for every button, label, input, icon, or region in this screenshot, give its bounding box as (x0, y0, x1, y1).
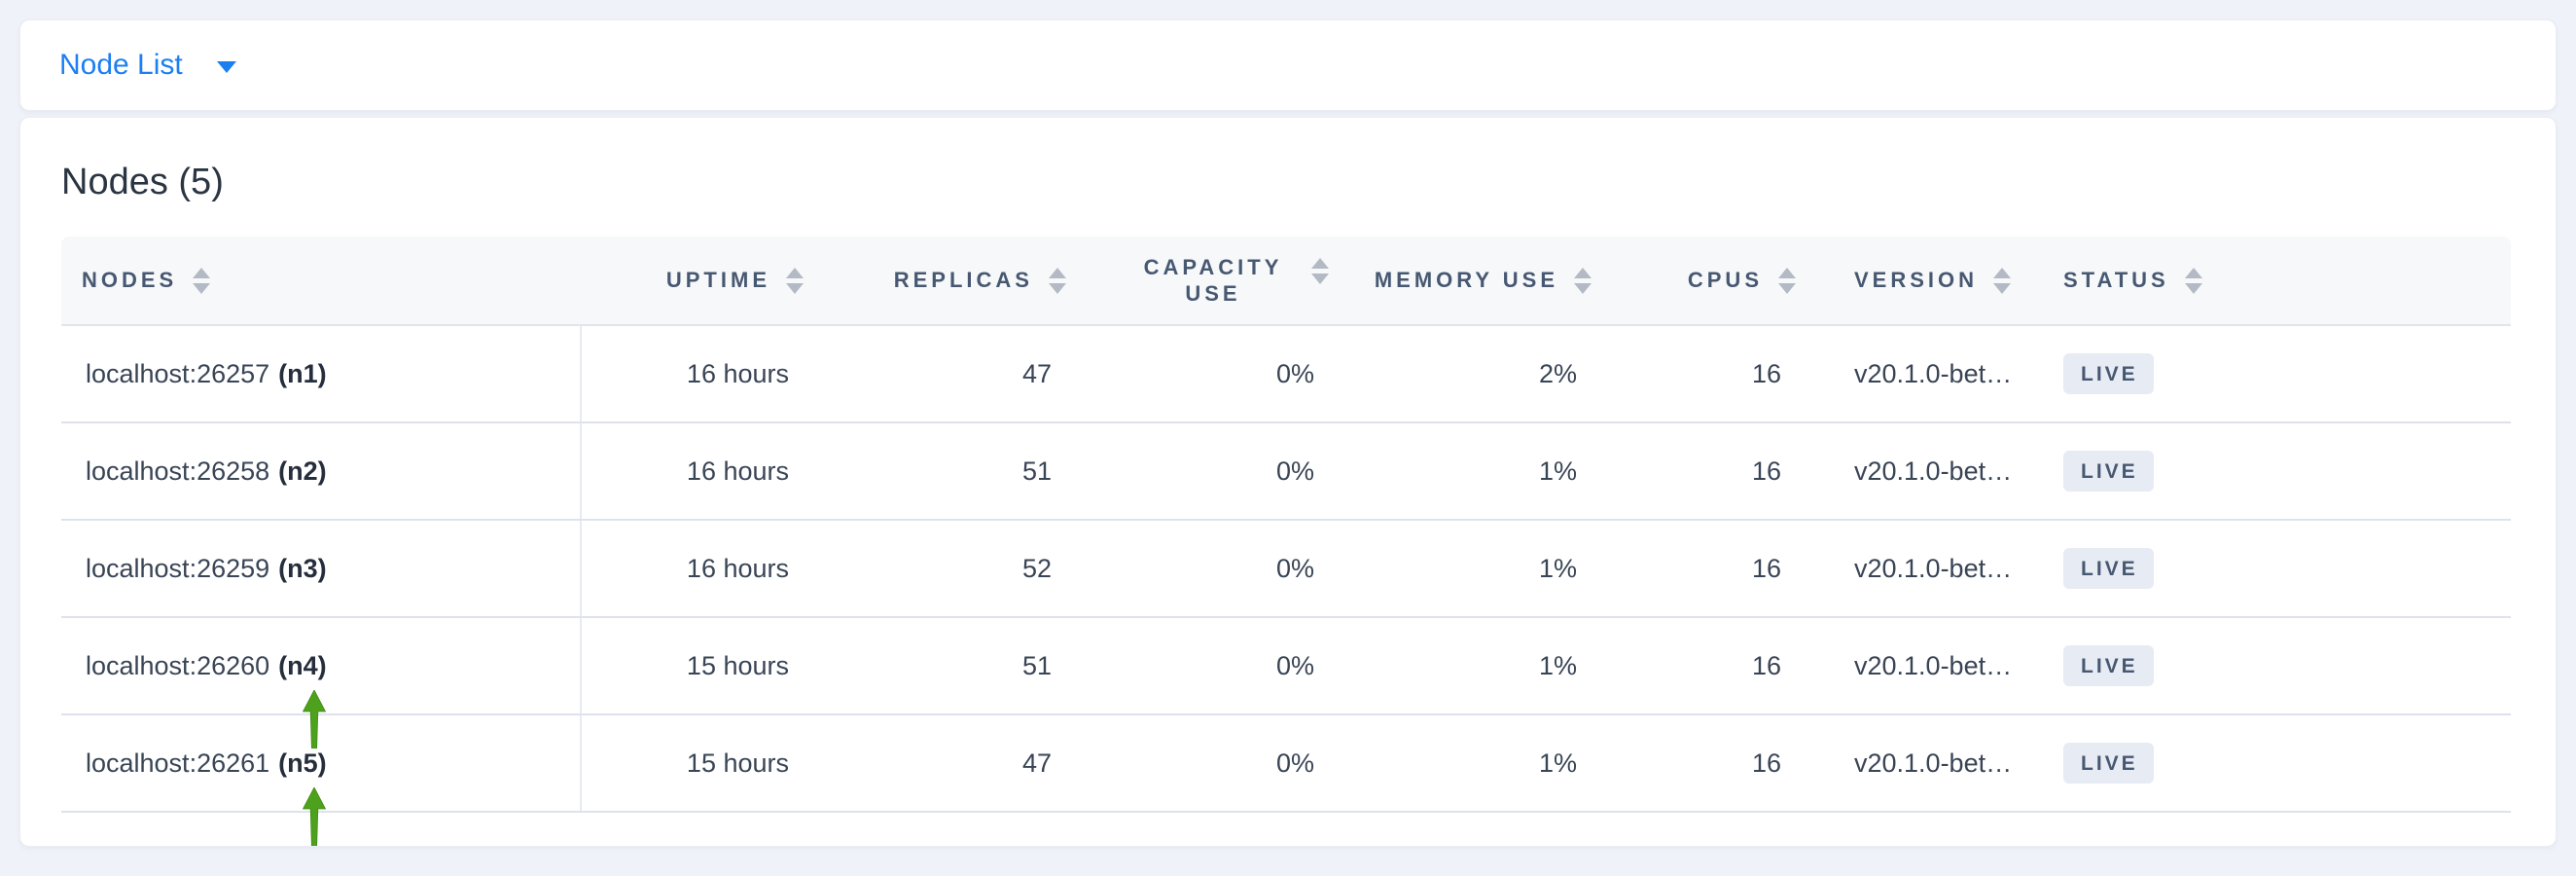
capacity-use-cell: 0% (1275, 456, 1314, 486)
uptime-cell: 15 hours (686, 748, 789, 778)
capacity-use-cell: 0% (1275, 650, 1314, 680)
table-row[interactable]: localhost:26257 (n1) 16 hours 47 0% 2% 1… (61, 326, 2511, 423)
node-cell: localhost:26259 (n3) (61, 521, 582, 616)
green-up-arrow-icon (303, 690, 326, 748)
column-header-label: CAPACITY USE (1143, 254, 1283, 307)
column-header-label: CPUS (1687, 268, 1763, 292)
cpus-cell: 16 (1751, 553, 1781, 583)
column-header-capacity-use[interactable]: CAPACITY USE (1086, 254, 1348, 308)
cpus-cell: 16 (1751, 748, 1781, 778)
view-selector-bar: Node List (19, 19, 2557, 111)
node-id: (n5) (278, 748, 327, 778)
uptime-cell: 16 hours (686, 456, 789, 486)
column-header-nodes[interactable]: NODES (61, 267, 582, 294)
table-row[interactable]: localhost:26261 (n5) 15 hours 47 0% 1% 1… (61, 715, 2511, 846)
view-selector-dropdown[interactable]: Node List (59, 49, 236, 82)
node-address: localhost:26258 (86, 456, 270, 486)
cpus-cell: 16 (1751, 650, 1781, 680)
version-cell: v20.1.0-bet… (1854, 456, 2013, 486)
node-address: localhost:26260 (86, 650, 270, 680)
status-badge: LIVE (2063, 548, 2154, 589)
sort-icon[interactable] (193, 267, 211, 294)
version-cell: v20.1.0-bet… (1854, 358, 2013, 388)
status-badge: LIVE (2063, 451, 2154, 492)
table-row[interactable]: localhost:26258 (n2) 16 hours 51 0% 1% 1… (61, 423, 2511, 521)
sort-icon[interactable] (1778, 267, 1796, 294)
column-header-label: REPLICAS (893, 268, 1033, 292)
memory-use-cell: 1% (1538, 553, 1577, 583)
node-id: (n3) (278, 553, 327, 583)
memory-use-cell: 1% (1538, 456, 1577, 486)
replicas-cell: 51 (1021, 456, 1052, 486)
version-cell: v20.1.0-bet… (1854, 553, 2013, 583)
node-id: (n1) (278, 358, 327, 388)
cpus-cell: 16 (1751, 358, 1781, 388)
sort-icon[interactable] (786, 267, 804, 294)
column-header-label: STATUS (2063, 268, 2169, 292)
capacity-use-cell: 0% (1275, 748, 1314, 778)
cpus-cell: 16 (1751, 456, 1781, 486)
column-header-replicas[interactable]: REPLICAS (823, 267, 1086, 294)
caret-down-icon (216, 61, 236, 73)
replicas-cell: 51 (1021, 650, 1052, 680)
version-cell: v20.1.0-bet… (1854, 650, 2013, 680)
view-selector-label: Node List (59, 49, 183, 81)
uptime-cell: 16 hours (686, 553, 789, 583)
status-badge: LIVE (2063, 353, 2154, 394)
table-row[interactable]: localhost:26259 (n3) 16 hours 52 0% 1% 1… (61, 521, 2511, 618)
node-address: localhost:26261 (86, 748, 270, 778)
replicas-cell: 47 (1021, 358, 1052, 388)
table-row[interactable]: localhost:26260 (n4) 15 hours 51 0% 1% 1… (61, 618, 2511, 748)
memory-use-cell: 1% (1538, 748, 1577, 778)
node-address: localhost:26257 (86, 358, 270, 388)
column-header-uptime[interactable]: UPTIME (582, 267, 823, 294)
green-up-arrow-icon (303, 787, 326, 846)
node-cell: localhost:26260 (n4) (61, 618, 582, 748)
column-header-label: UPTIME (665, 268, 770, 292)
capacity-use-cell: 0% (1275, 553, 1314, 583)
column-header-memory-use[interactable]: MEMORY USE (1348, 267, 1611, 294)
node-address: localhost:26259 (86, 553, 270, 583)
sort-icon[interactable] (1311, 257, 1329, 284)
column-header-label: NODES (82, 268, 178, 292)
column-header-version[interactable]: VERSION (1815, 267, 2039, 294)
sort-icon[interactable] (1993, 267, 2012, 294)
column-header-label: MEMORY USE (1374, 268, 1558, 292)
column-header-cpus[interactable]: CPUS (1611, 267, 1815, 294)
replicas-cell: 47 (1021, 748, 1052, 778)
status-badge: LIVE (2063, 645, 2154, 686)
sort-icon[interactable] (1049, 267, 1066, 294)
column-header-status[interactable]: STATUS (2039, 267, 2511, 294)
table-header-row: NODES UPTIME REPLICAS CAPACITY USE MEMOR… (61, 237, 2511, 326)
version-cell: v20.1.0-bet… (1854, 748, 2013, 778)
sort-icon[interactable] (2184, 267, 2202, 294)
node-id: (n2) (278, 456, 327, 486)
replicas-cell: 52 (1021, 553, 1052, 583)
node-id: (n4) (278, 650, 327, 680)
sort-icon[interactable] (1574, 267, 1592, 294)
node-cell: localhost:26258 (n2) (61, 423, 582, 519)
node-cell: localhost:26261 (n5) (61, 715, 582, 846)
capacity-use-cell: 0% (1275, 358, 1314, 388)
memory-use-cell: 1% (1538, 650, 1577, 680)
table-body: localhost:26257 (n1) 16 hours 47 0% 2% 1… (61, 326, 2511, 846)
nodes-card: Nodes (5) NODES UPTIME REPLICAS CAPACITY… (19, 117, 2557, 847)
node-cell: localhost:26257 (n1) (61, 326, 582, 421)
memory-use-cell: 2% (1538, 358, 1577, 388)
uptime-cell: 16 hours (686, 358, 789, 388)
node-table: NODES UPTIME REPLICAS CAPACITY USE MEMOR… (61, 237, 2511, 846)
uptime-cell: 15 hours (686, 650, 789, 680)
page-title: Nodes (5) (61, 162, 224, 202)
column-header-label: VERSION (1854, 268, 1979, 292)
status-badge: LIVE (2063, 743, 2154, 784)
